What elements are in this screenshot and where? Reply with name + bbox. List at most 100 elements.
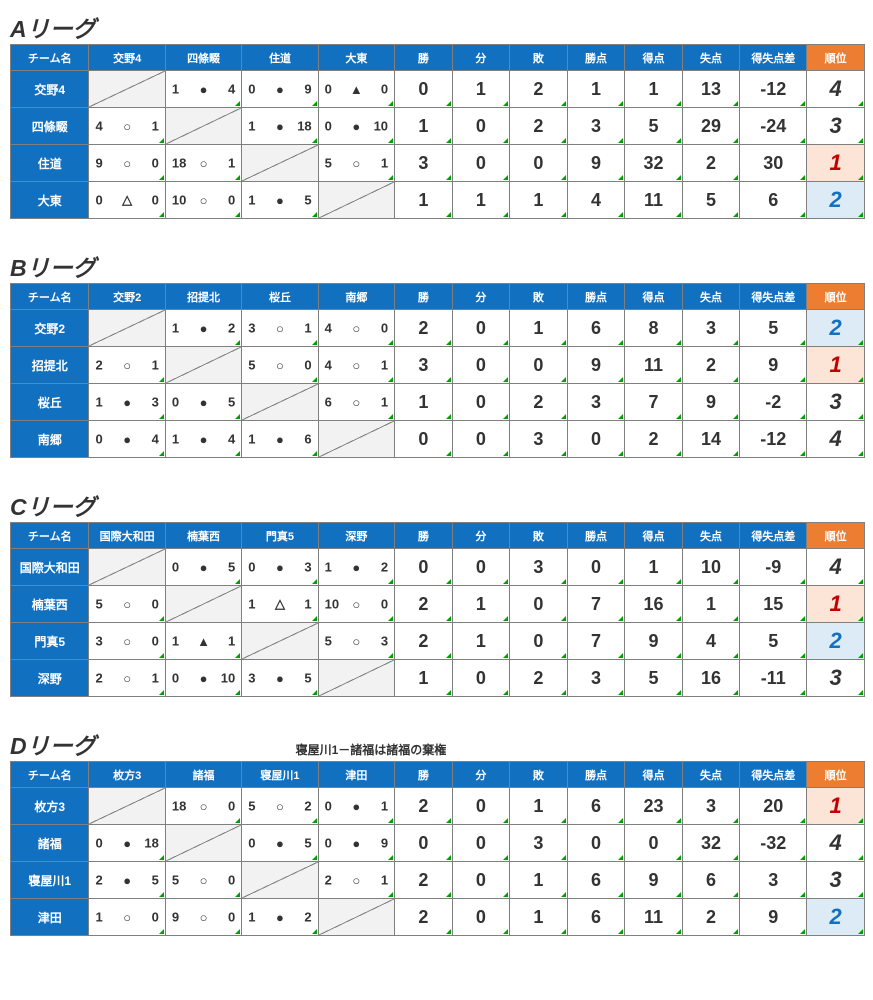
cell-tick-icon	[503, 101, 508, 106]
match-score-right: 3	[381, 634, 388, 649]
league-section: Aリーグチーム名交野4四條畷住道大東勝分敗勝点得点失点得失点差順位交野41●40…	[10, 10, 863, 219]
header-team: チーム名	[11, 284, 89, 310]
stat-cell: 32	[682, 825, 740, 862]
stat-cell: 1	[452, 71, 510, 108]
stat-cell: 2	[682, 899, 740, 936]
cell-tick-icon	[561, 929, 566, 934]
cell-tick-icon	[312, 377, 317, 382]
cell-tick-icon	[503, 855, 508, 860]
match-cell: 0●18	[89, 825, 165, 862]
match-score-right: 4	[228, 82, 235, 97]
header-stat: 得失点差	[740, 762, 807, 788]
header-rank: 順位	[807, 284, 865, 310]
match-score-left: 0	[325, 82, 332, 97]
match-cell: 3○1	[242, 310, 318, 347]
header-stat: 勝	[395, 523, 453, 549]
cell-tick-icon	[858, 377, 863, 382]
cell-tick-icon	[733, 579, 738, 584]
match-cell: 1●4	[165, 71, 241, 108]
header-match: 桜丘	[242, 284, 318, 310]
match-score-left: 10	[172, 193, 186, 208]
stat-cell: -11	[740, 660, 807, 697]
match-score-left: 1	[95, 910, 102, 925]
cell-tick-icon	[503, 212, 508, 217]
stat-cell: 16	[682, 660, 740, 697]
match-score-right: 2	[304, 799, 311, 814]
cell-tick-icon	[312, 855, 317, 860]
self-match-cell	[89, 71, 165, 108]
match-score-right: 9	[381, 836, 388, 851]
league-note: 寝屋川1－諸福は諸福の棄権	[296, 741, 447, 758]
stat-cell: 2	[395, 623, 453, 660]
match-score-left: 1	[248, 432, 255, 447]
cell-tick-icon	[858, 451, 863, 456]
self-match-cell	[242, 384, 318, 421]
match-result-mark: ○	[352, 634, 360, 649]
cell-tick-icon	[858, 340, 863, 345]
cell-tick-icon	[858, 690, 863, 695]
cell-tick-icon	[618, 818, 623, 823]
stat-cell: 0	[452, 899, 510, 936]
match-cell: 18○1	[165, 145, 241, 182]
match-cell: 18○0	[165, 788, 241, 825]
match-score-right: 18	[144, 836, 158, 851]
match-cell: 1●2	[242, 899, 318, 936]
match-cell: 0●10	[165, 660, 241, 697]
stat-cell: 9	[625, 623, 683, 660]
self-match-cell	[89, 788, 165, 825]
stat-cell: 16	[625, 586, 683, 623]
stat-cell: 30	[740, 145, 807, 182]
match-score-left: 9	[95, 156, 102, 171]
stat-cell: 9	[625, 862, 683, 899]
match-score-right: 0	[228, 910, 235, 925]
cell-tick-icon	[446, 690, 451, 695]
rank-cell: 4	[807, 549, 865, 586]
table-row: 南郷0●41●41●60030214-124	[11, 421, 865, 458]
header-rank: 順位	[807, 762, 865, 788]
stat-cell: 3	[395, 347, 453, 384]
rank-cell: 1	[807, 145, 865, 182]
match-cell: 1○0	[89, 899, 165, 936]
match-result-mark: ○	[352, 873, 360, 888]
stat-cell: 0	[510, 347, 568, 384]
stat-cell: 0	[452, 862, 510, 899]
match-score-right: 5	[228, 560, 235, 575]
cell-tick-icon	[561, 855, 566, 860]
match-score-right: 1	[304, 597, 311, 612]
self-match-cell	[165, 108, 241, 145]
standings-table: チーム名国際大和田楠葉西門真5深野勝分敗勝点得点失点得失点差順位国際大和田0●5…	[10, 522, 865, 697]
stat-cell: 7	[625, 384, 683, 421]
match-result-mark: ●	[200, 395, 208, 410]
cell-tick-icon	[733, 653, 738, 658]
match-score-right: 1	[228, 634, 235, 649]
match-result-mark: ○	[352, 321, 360, 336]
cell-tick-icon	[676, 101, 681, 106]
match-score-left: 1	[172, 634, 179, 649]
cell-tick-icon	[446, 138, 451, 143]
match-result-mark: ○	[123, 634, 131, 649]
match-cell: 10○0	[318, 586, 394, 623]
stat-cell: 3	[510, 825, 568, 862]
header-stat: 勝点	[567, 45, 625, 71]
self-match-cell	[165, 825, 241, 862]
cell-tick-icon	[618, 451, 623, 456]
cell-tick-icon	[733, 818, 738, 823]
cell-tick-icon	[733, 175, 738, 180]
match-result-mark: ○	[276, 799, 284, 814]
match-score-right: 0	[152, 910, 159, 925]
cell-tick-icon	[561, 653, 566, 658]
stat-cell: 11	[625, 182, 683, 219]
match-score-right: 0	[152, 597, 159, 612]
league-section: Cリーグチーム名国際大和田楠葉西門真5深野勝分敗勝点得点失点得失点差順位国際大和…	[10, 488, 863, 697]
stat-cell: 6	[567, 788, 625, 825]
match-score-left: 1	[248, 193, 255, 208]
match-score-left: 2	[95, 358, 102, 373]
cell-tick-icon	[388, 175, 393, 180]
self-match-cell	[318, 421, 394, 458]
stat-cell: 9	[567, 145, 625, 182]
header-stat: 勝点	[567, 523, 625, 549]
table-row: 門真53○01▲15○321079452	[11, 623, 865, 660]
header-team: チーム名	[11, 523, 89, 549]
match-result-mark: ●	[276, 560, 284, 575]
header-stat: 失点	[682, 284, 740, 310]
